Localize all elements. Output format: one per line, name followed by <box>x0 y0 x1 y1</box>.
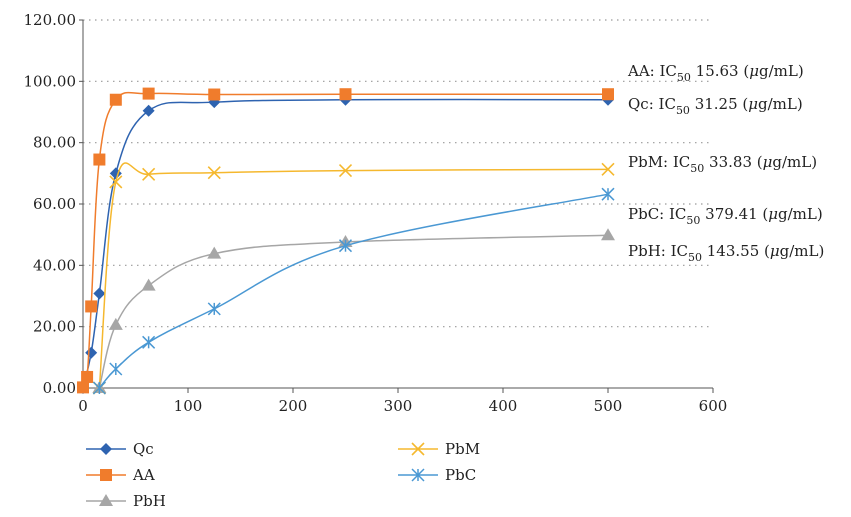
x-tick-label: 400 <box>489 397 518 415</box>
data-point-aa <box>339 88 352 101</box>
annotation-aa: AA: IC50 15.63 (μg/mL) <box>627 62 804 84</box>
data-point-pbm <box>601 162 615 176</box>
data-point-pbm <box>142 167 156 181</box>
data-point-pbm <box>207 166 221 180</box>
x-tick-label: 500 <box>594 397 623 415</box>
marker-stroke <box>142 167 156 181</box>
axes: 0.00 20.00 40.00 60.00 80.00 100.00 120.00 0 100… <box>24 11 728 415</box>
data-point-aa <box>109 93 122 106</box>
data-point-pbc <box>601 187 615 201</box>
y-tick-label: 40.00 <box>33 256 76 274</box>
x-tick-label: 0 <box>78 397 88 415</box>
y-tick-label: 100.00 <box>24 72 77 90</box>
data-point-qc <box>93 287 106 300</box>
data-point-qc <box>142 104 155 117</box>
data-point-pbc <box>92 381 106 395</box>
legend-marker <box>100 469 112 481</box>
marker-stroke <box>109 175 123 189</box>
marker-stroke <box>207 166 221 180</box>
annotation-pbc: PbC: IC50 379.41 (μg/mL) <box>628 205 823 227</box>
y-tick-label: 60.00 <box>33 195 76 213</box>
data-point-pbc <box>109 362 123 376</box>
series-line-pbm <box>98 162 609 389</box>
data-point-aa <box>81 370 94 383</box>
data-point-pbc <box>338 239 353 253</box>
x-tick-label: 100 <box>174 397 203 415</box>
data-point-pbh <box>141 278 156 291</box>
marker-stroke <box>338 164 353 178</box>
plot-area <box>77 87 615 395</box>
y-tick-label: 80.00 <box>33 134 76 152</box>
series-line-pbc <box>98 193 609 389</box>
legend: Qc AA PbH PbM PbC <box>86 440 480 510</box>
data-point-pbc <box>207 302 221 316</box>
ic50-annotations: AA: IC50 15.63 (μg/mL) Qc: IC50 31.25 (μg… <box>627 62 824 264</box>
y-tick-label: 0.00 <box>43 379 76 397</box>
series-pbh <box>92 228 615 393</box>
series-line-pbh <box>98 234 609 389</box>
series-pbm <box>92 162 615 395</box>
legend-item-pbc: PbC <box>398 466 476 484</box>
data-point-aa <box>93 153 106 166</box>
annotation-pbm: PbM: IC50 33.83 (μg/mL) <box>628 153 817 175</box>
legend-label: Qc <box>133 440 154 458</box>
legend-label: PbC <box>445 466 476 484</box>
legend-label: AA <box>132 466 155 484</box>
series-aa <box>77 87 614 394</box>
data-point-pbm <box>338 164 353 178</box>
marker-stroke <box>601 162 615 176</box>
x-tick-label: 300 <box>384 397 413 415</box>
data-point-aa <box>142 87 155 100</box>
legend-item-qc: Qc <box>86 440 154 458</box>
x-tick-label: 600 <box>699 397 728 415</box>
data-point-aa <box>602 88 614 101</box>
y-tick-label: 20.00 <box>33 318 76 336</box>
legend-item-aa: AA <box>86 466 155 484</box>
legend-marker <box>411 442 425 456</box>
legend-marker <box>100 443 112 455</box>
legend-label: PbM <box>445 440 480 458</box>
data-point-pbm <box>109 175 123 189</box>
y-tick-label: 120.00 <box>24 11 77 29</box>
legend-item-pbh: PbH <box>86 492 166 510</box>
data-point-aa <box>208 88 221 101</box>
annotation-pbh: PbH: IC50 143.55 (μg/mL) <box>628 242 824 264</box>
data-point-pbh <box>108 317 123 330</box>
marker-stroke <box>411 442 425 456</box>
legend-marker <box>99 494 113 506</box>
annotation-qc: Qc: IC50 31.25 (μg/mL) <box>628 95 803 117</box>
x-tick-label: 200 <box>279 397 308 415</box>
legend-item-pbm: PbM <box>398 440 480 458</box>
data-point-aa <box>77 381 89 394</box>
data-point-aa <box>85 300 98 313</box>
series-line-aa <box>82 91 609 388</box>
data-point-qc <box>85 346 98 359</box>
data-point-pbc <box>142 335 156 349</box>
data-point-pbh <box>601 228 615 241</box>
data-point-pbh <box>207 246 222 259</box>
series-pbc <box>92 187 615 395</box>
legend-marker <box>411 468 425 482</box>
legend-label: PbH <box>133 492 166 510</box>
